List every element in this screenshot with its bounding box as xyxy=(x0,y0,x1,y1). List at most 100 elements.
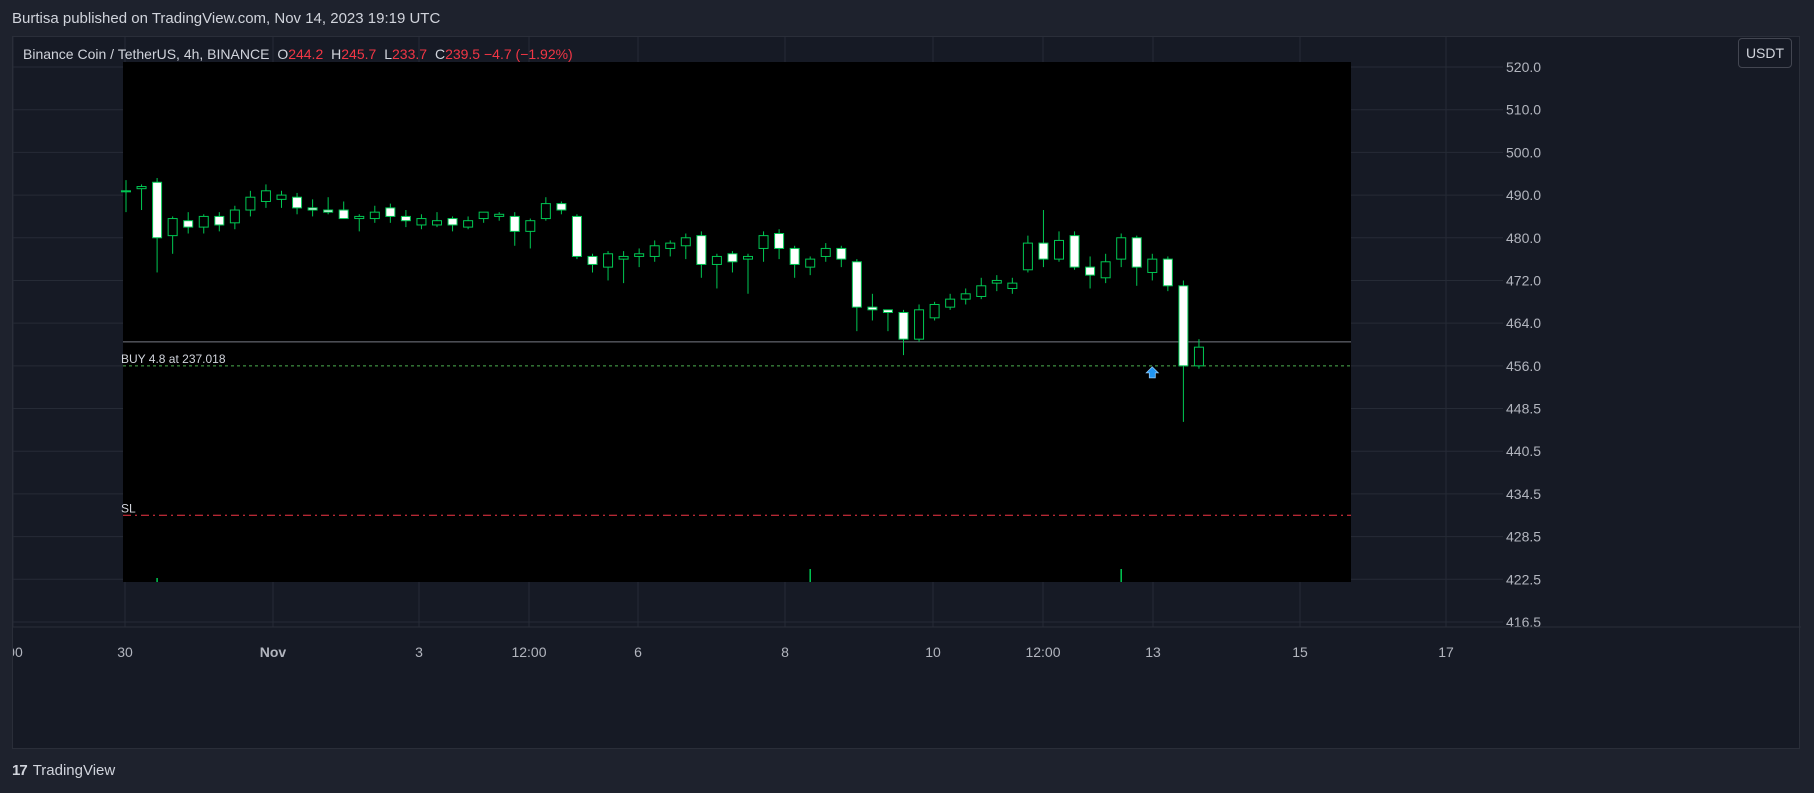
candle-body xyxy=(867,306,878,311)
legend-low-label: L xyxy=(384,46,392,62)
buy-order-label: BUY 4.8 at 237.018 xyxy=(121,352,226,366)
candle-body xyxy=(292,196,303,209)
legend-close-label: C xyxy=(434,46,446,62)
y-axis-label: 464.0 xyxy=(1506,315,1541,331)
published-header: Burtisa published on TradingView.com, No… xyxy=(0,0,1814,36)
candle-body xyxy=(245,196,256,211)
legend-change-value: −4.7 (−1.92%) xyxy=(484,46,573,62)
candle-body xyxy=(1007,282,1018,289)
y-axis-label: 472.0 xyxy=(1506,272,1541,288)
chart-frame[interactable]: BUY 4.8 at 237.018 SL 520.0 510.0 500.0 490.0… xyxy=(12,36,1801,750)
tradingview-footer[interactable]: 17 TradingView xyxy=(12,760,115,782)
candle-body xyxy=(1054,239,1064,260)
y-axis-label: 428.5 xyxy=(1506,529,1541,545)
candle-body xyxy=(1069,235,1080,268)
candle-body xyxy=(758,235,769,249)
x-axis-label: 8 xyxy=(781,644,789,660)
candle-body xyxy=(945,298,956,308)
candle-body xyxy=(1038,242,1049,260)
candle-body xyxy=(463,220,474,228)
candle-body xyxy=(898,311,909,340)
candle-body xyxy=(307,207,318,211)
chart-legend: Binance Coin / TetherUS, 4h, BINANCE O24… xyxy=(23,45,573,63)
x-axis-label: 30 xyxy=(117,644,133,660)
candle-body xyxy=(711,255,722,265)
candle-body xyxy=(121,190,131,193)
candle-body xyxy=(805,258,816,268)
candle-body xyxy=(525,220,536,232)
y-axis-label: 422.5 xyxy=(1506,571,1541,587)
candle-body xyxy=(540,203,551,220)
candle-body xyxy=(649,245,660,257)
y-axis-label: 440.5 xyxy=(1506,443,1541,459)
y-axis-label: 510.0 xyxy=(1506,102,1541,118)
candle-body xyxy=(338,209,349,220)
candle-body xyxy=(214,215,225,226)
candle-body xyxy=(323,209,334,213)
candle-body xyxy=(991,279,1002,284)
candle-body xyxy=(960,293,971,300)
chart-pane xyxy=(123,62,1351,582)
candle-body xyxy=(836,247,847,260)
candle-body xyxy=(571,215,582,257)
legend-high-value: 245.7 xyxy=(341,46,377,62)
candle-body xyxy=(416,218,427,226)
candle-body xyxy=(556,203,567,211)
candle-body xyxy=(432,220,442,226)
stop-loss-label: SL xyxy=(121,501,136,515)
candle-body xyxy=(447,218,458,226)
candle-body xyxy=(680,237,691,247)
candle-body xyxy=(882,309,893,313)
price-chart[interactable]: BUY 4.8 at 237.018 SL 520.0 510.0 500.0 490.0… xyxy=(13,37,1801,750)
candle-body xyxy=(976,285,987,297)
legend-low-value: 233.7 xyxy=(392,46,428,62)
arrow-up-icon xyxy=(1145,366,1160,379)
tradingview-logo-icon: 17 xyxy=(12,762,28,779)
candle-body xyxy=(400,215,411,222)
candle-body xyxy=(1193,346,1204,367)
candle-body xyxy=(152,181,163,239)
candle-body xyxy=(1178,285,1189,367)
y-axis-label: 416.5 xyxy=(1506,614,1541,630)
y-axis-label: 490.0 xyxy=(1506,187,1541,203)
legend-open-value: 244.2 xyxy=(288,46,324,62)
currency-button[interactable]: USDT xyxy=(1738,38,1792,68)
candle-body xyxy=(618,255,629,260)
candle-body xyxy=(136,186,147,190)
candle-body xyxy=(1116,237,1127,260)
x-axis-label: 15 xyxy=(1292,644,1308,660)
candle-body xyxy=(494,213,505,217)
candle-body xyxy=(354,215,365,220)
candle-body xyxy=(276,194,287,200)
candle-body xyxy=(820,247,831,257)
candle-body xyxy=(1147,258,1158,273)
candle-body xyxy=(478,211,489,220)
x-axis-label: 6 xyxy=(634,644,642,660)
x-axis-label: 12:00 xyxy=(511,644,546,660)
published-text: Burtisa published on TradingView.com, No… xyxy=(12,10,441,27)
legend-symbol[interactable]: Binance Coin / TetherUS, 4h, BINANCE xyxy=(23,46,270,62)
candle-body xyxy=(509,215,520,232)
candle-body xyxy=(603,253,614,268)
candle-body xyxy=(167,218,178,237)
legend-high-label: H xyxy=(331,46,342,62)
candle-body xyxy=(696,235,707,265)
y-axis-label: 434.5 xyxy=(1506,486,1541,502)
candle-body xyxy=(1162,258,1173,287)
candle-body xyxy=(385,207,396,217)
legend-close-value: 239.5 xyxy=(445,46,481,62)
candle-body xyxy=(789,247,800,265)
candle-body xyxy=(1100,261,1111,279)
candle-body xyxy=(851,261,862,308)
candle-body xyxy=(183,220,194,228)
candle-body xyxy=(727,253,738,263)
x-axis-label: 12:00 xyxy=(1025,644,1060,660)
y-axis-label: 500.0 xyxy=(1506,144,1541,160)
candle-body xyxy=(634,253,645,257)
x-axis-label: 3 xyxy=(415,644,423,660)
y-axis-label: 520.0 xyxy=(1506,59,1541,75)
candle-body xyxy=(929,303,940,319)
candle-body xyxy=(665,242,676,249)
x-axis-label: Nov xyxy=(260,644,287,660)
candle-body xyxy=(369,211,380,220)
